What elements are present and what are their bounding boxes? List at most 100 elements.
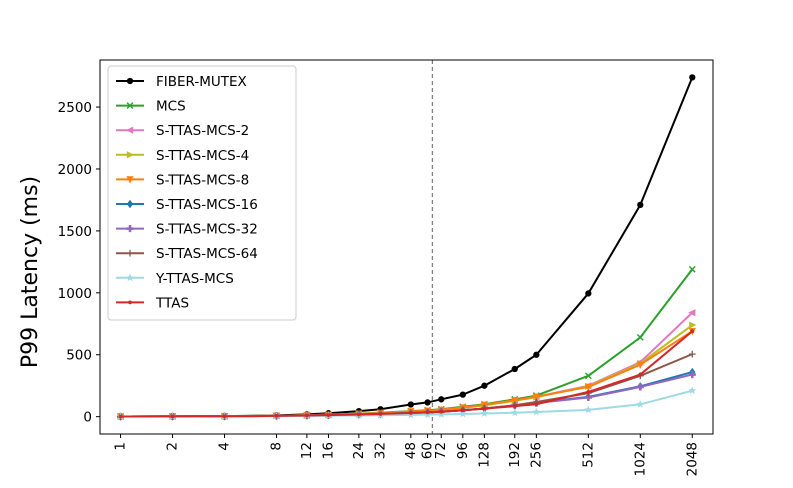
y-tick-label: 0 (83, 410, 92, 426)
legend-marker (126, 77, 134, 85)
data-point-fiber-mutex (424, 399, 431, 406)
x-tick-label: 1 (113, 442, 129, 451)
x-tick-label: 32 (372, 442, 388, 459)
legend-label: S-TTAS-MCS-4 (156, 148, 249, 164)
data-point-ttas (170, 414, 175, 419)
legend-label: Y-TTAS-MCS (155, 271, 234, 287)
data-point-y-ttas-mcs (510, 408, 519, 417)
legend-marker (126, 176, 134, 184)
legend-marker (126, 249, 134, 257)
y-tick-label: 1500 (58, 224, 92, 240)
legend-marker (126, 273, 134, 282)
y-axis: 0 500 1000 1500 2000 2500 (58, 100, 100, 426)
data-point-mcs (584, 372, 592, 380)
legend-entry-s-ttas-mcs-2: S-TTAS-MCS-2 (116, 123, 249, 139)
y-tick-label: 1000 (58, 286, 92, 302)
data-point-fiber-mutex (407, 401, 414, 408)
data-point-y-ttas-mcs (584, 405, 593, 414)
data-point-ttas (326, 413, 331, 418)
legend-entry-mcs: MCS (116, 99, 186, 115)
plot-frame (99, 59, 714, 435)
data-point-ttas (586, 390, 591, 394)
x-tick-label: 8 (268, 442, 284, 451)
y-tick-label: 2000 (58, 162, 92, 178)
legend: FIBER-MUTEX MCS S-TTAS-MCS-2 S-TTAS-MCS-4 S-… (107, 65, 297, 321)
x-tick-label: 128 (476, 442, 492, 468)
legend-marker (126, 102, 134, 110)
legend-entry-s-ttas-mcs-16: S-TTAS-MCS-16 (116, 197, 258, 213)
data-point-fiber-mutex (585, 290, 592, 297)
data-point-mcs (636, 333, 644, 341)
data-point-y-ttas-mcs (688, 386, 697, 395)
data-point-ttas (305, 413, 309, 418)
data-point-ttas (638, 372, 643, 377)
x-tick-label: 72 (433, 442, 449, 459)
series-line-ttas (120, 330, 693, 418)
x-tick-label: 48 (403, 442, 419, 459)
legend-entry-y-ttas-mcs: Y-TTAS-MCS (116, 271, 234, 287)
x-tick-label: 96 (455, 442, 471, 459)
data-point-ttas (460, 408, 465, 413)
data-point-y-ttas-mcs (437, 410, 446, 418)
data-point-s-ttas-mcs-32 (584, 393, 592, 402)
x-tick-label: 2 (165, 442, 181, 451)
x-tick-label: 60 (420, 442, 436, 459)
x-tick-label: 4 (217, 442, 233, 451)
data-point-s-ttas-mcs-8 (511, 397, 519, 405)
data-point-y-ttas-mcs (532, 407, 541, 416)
legend-entry-s-ttas-mcs-8: S-TTAS-MCS-8 (116, 172, 249, 188)
legend-entry-s-ttas-mcs-32: S-TTAS-MCS-32 (116, 222, 258, 238)
data-point-fiber-mutex (438, 396, 445, 403)
data-point-s-ttas-mcs-8 (584, 383, 592, 392)
x-tick-label: 12 (299, 442, 315, 459)
legend-marker (128, 300, 132, 305)
x-tick-label: 1024 (632, 442, 648, 476)
data-point-y-ttas-mcs (458, 409, 467, 418)
data-point-fiber-mutex (459, 391, 466, 398)
x-tick-label: 192 (507, 442, 523, 468)
legend-marker (126, 151, 135, 159)
legend-entry-ttas: TTAS (116, 295, 189, 311)
legend-label: S-TTAS-MCS-64 (156, 246, 258, 262)
data-point-fiber-mutex (637, 201, 644, 209)
data-point-ttas (408, 411, 413, 415)
data-point-s-ttas-mcs-32 (636, 383, 644, 391)
data-point-s-ttas-mcs-8 (532, 393, 540, 401)
data-point-s-ttas-mcs-32 (688, 370, 696, 379)
data-point-s-ttas-mcs-4 (689, 321, 697, 329)
legend-entry-fiber-mutex: FIBER-MUTEX (116, 74, 247, 90)
x-tick-label: 24 (351, 442, 367, 459)
legend-label: S-TTAS-MCS-16 (156, 197, 258, 213)
data-point-s-ttas-mcs-64 (688, 350, 696, 358)
data-point-ttas (378, 412, 383, 416)
legend-label: S-TTAS-MCS-32 (156, 222, 258, 238)
x-tick-label: 16 (320, 442, 336, 459)
data-point-ttas (274, 414, 279, 418)
data-point-ttas (690, 329, 695, 334)
data-point-fiber-mutex (511, 365, 518, 373)
legend-entry-s-ttas-mcs-4: S-TTAS-MCS-4 (116, 148, 249, 164)
data-point-fiber-mutex (689, 74, 696, 81)
legend-box (107, 65, 297, 321)
legend-label: TTAS (155, 295, 189, 311)
legend-entry-s-ttas-mcs-64: S-TTAS-MCS-64 (116, 246, 258, 262)
legend-label: S-TTAS-MCS-8 (156, 172, 249, 188)
data-point-ttas (439, 409, 444, 414)
data-point-s-ttas-mcs-8 (636, 361, 644, 369)
series-layer (116, 74, 697, 421)
data-point-fiber-mutex (533, 351, 540, 358)
data-point-mcs (688, 265, 696, 273)
x-tick-label: 512 (580, 442, 596, 468)
series-ttas (118, 329, 695, 419)
data-point-fiber-mutex (481, 382, 488, 389)
data-point-ttas (482, 406, 487, 411)
x-tick-label: 2048 (684, 442, 700, 476)
legend-marker (126, 225, 134, 233)
legend-marker (125, 126, 134, 134)
x-tick-label: 256 (528, 442, 544, 468)
data-point-ttas (222, 414, 227, 419)
data-point-s-ttas-mcs-2 (688, 309, 696, 317)
data-point-ttas (512, 404, 517, 409)
